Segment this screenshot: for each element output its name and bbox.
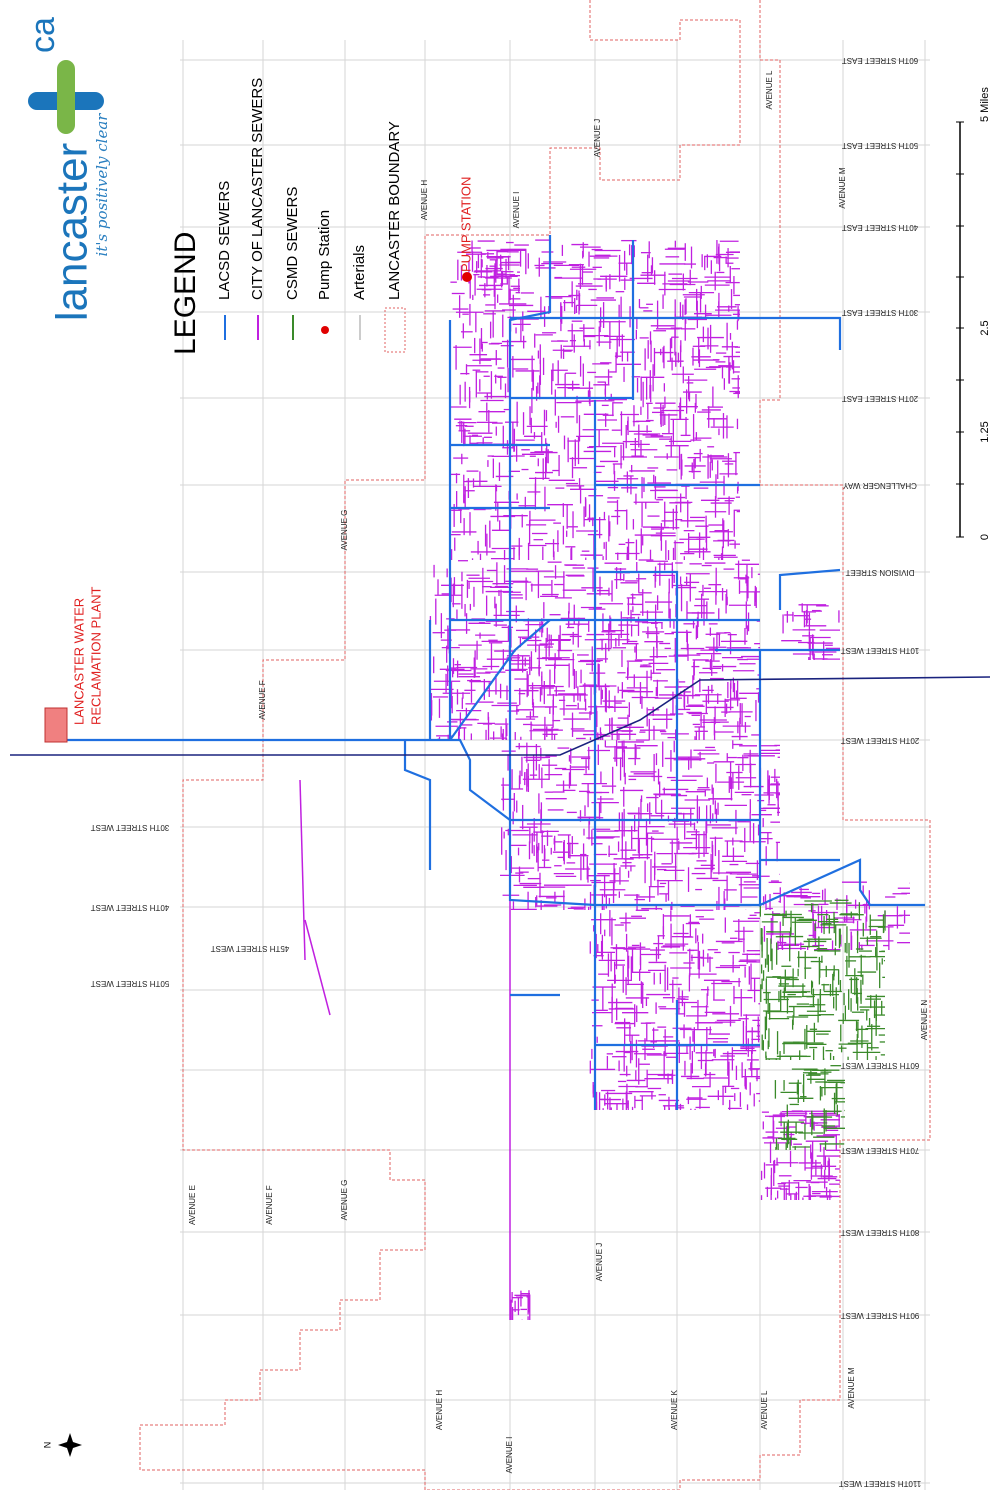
legend-item: Arterials — [351, 245, 368, 300]
avenue-label: AVENUE E — [188, 1185, 197, 1225]
street-label: 50TH STREET EAST — [842, 141, 918, 150]
avenue-label: AVENUE F — [258, 680, 267, 720]
avenue-label: AVENUE F — [265, 1185, 274, 1225]
lacsd-sewer — [595, 572, 677, 820]
avenue-label: AVENUE N — [920, 1000, 929, 1041]
legend-title: LEGEND — [169, 232, 202, 355]
legend-item: LANCASTER BOUNDARY — [386, 121, 403, 300]
logo-tagline: it's positively clear — [93, 113, 111, 257]
north-arrow — [58, 1433, 82, 1457]
logo-suffix: ca — [24, 17, 62, 53]
avenue-label: AVENUE G — [340, 510, 349, 551]
page: LANCASTER WATERRECLAMATION PLANT PUMP STA… — [0, 0, 997, 1490]
avenue-label: AVENUE G — [340, 1180, 349, 1221]
scale-label: 5 Miles — [979, 87, 991, 122]
plant-label: RECLAMATION PLANT — [88, 586, 103, 725]
street-label: 20TH STREET WEST — [841, 736, 920, 745]
street-label: DIVISION STREET — [845, 568, 914, 577]
avenue-label: AVENUE L — [765, 70, 774, 110]
legend-item: LACSD SEWERS — [216, 181, 233, 300]
street-label: 80TH STREET WEST — [841, 1228, 920, 1237]
scale-label: 1.25 — [979, 421, 991, 442]
legend-item: CITY OF LANCASTER SEWERS — [249, 78, 266, 300]
legend-symbol — [385, 308, 405, 352]
avenue-label: AVENUE I — [512, 192, 521, 229]
pump-station — [462, 272, 472, 282]
avenue-label: AVENUE K — [670, 1389, 679, 1430]
avenue-label: AVENUE I — [505, 1437, 514, 1474]
street-label: 70TH STREET WEST — [841, 1146, 920, 1155]
street-label: 50TH STREET WEST — [91, 979, 170, 988]
logo-name: lancaster — [48, 143, 97, 322]
scale-label: 0 — [979, 534, 991, 540]
street-label: 20TH STREET EAST — [842, 394, 918, 403]
street-label: 10TH STREET WEST — [841, 646, 920, 655]
street-label: 30TH STREET WEST — [91, 823, 170, 832]
street-label: 60TH STREET EAST — [842, 56, 918, 65]
avenue-label: AVENUE H — [435, 1390, 444, 1431]
reclamation-plant — [45, 708, 67, 742]
map: LANCASTER WATERRECLAMATION PLANT PUMP STA… — [0, 0, 997, 1490]
avenue-label: AVENUE H — [420, 180, 429, 221]
lacsd-sewer — [405, 740, 430, 870]
street-label: 60TH STREET WEST — [841, 1061, 920, 1070]
avenue-label: AVENUE M — [838, 167, 847, 209]
street-label: 90TH STREET WEST — [841, 1311, 920, 1320]
street-label: 45TH STREET WEST — [211, 944, 290, 953]
plant-label: LANCASTER WATER — [71, 598, 86, 725]
avenue-label: AVENUE M — [847, 1367, 856, 1409]
avenue-label: AVENUE J — [593, 119, 602, 158]
street-label: CHALLENGER WAY — [842, 481, 916, 490]
avenue-label: AVENUE L — [760, 1390, 769, 1430]
street-label: 30TH STREET EAST — [842, 308, 918, 317]
scale-label: 2.5 — [979, 320, 991, 335]
compass-label: N — [42, 1442, 52, 1449]
city-sewer — [300, 780, 305, 960]
city-sewer — [305, 920, 330, 1015]
legend-symbol — [321, 326, 329, 334]
street-label: 40TH STREET EAST — [842, 223, 918, 232]
legend-item: Pump Station — [316, 210, 333, 300]
pump-label: PUMP STATION — [458, 177, 473, 272]
lacsd-sewer — [780, 570, 840, 610]
lacsd-sewer — [450, 620, 550, 740]
lacsd-sewer — [510, 235, 760, 905]
avenue-label: AVENUE J — [595, 1243, 604, 1282]
legend-item: CSMD SEWERS — [284, 187, 301, 300]
street-label: 40TH STREET WEST — [91, 903, 170, 912]
street-label: 110TH STREET WEST — [839, 1479, 922, 1488]
logo-bar — [57, 60, 75, 134]
